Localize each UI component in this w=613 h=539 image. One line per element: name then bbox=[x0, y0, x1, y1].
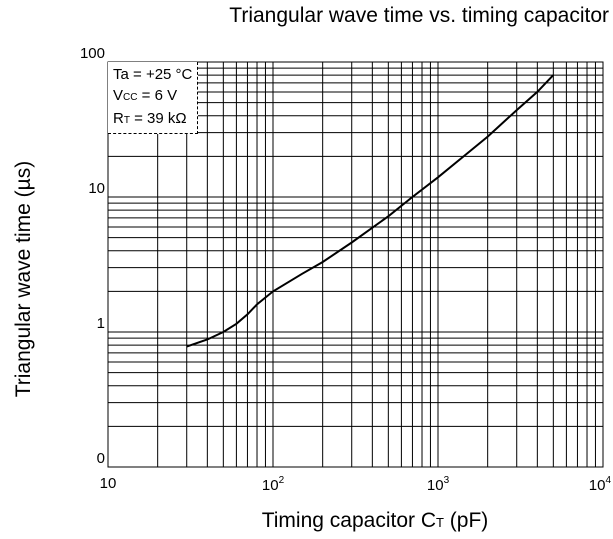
y-axis-label: Triangular wave time (µs) bbox=[12, 160, 35, 398]
x-axis-label: Timing capacitor CT (pF) bbox=[261, 509, 489, 532]
y-tick-label: 0 bbox=[96, 450, 105, 467]
condition-vcc: VCC = 6 V bbox=[113, 87, 178, 104]
data-line bbox=[186, 74, 555, 348]
y-tick-label: 100 bbox=[79, 45, 105, 62]
x-tick-label: 102 bbox=[261, 475, 285, 494]
condition-ta: Ta = +25 °C bbox=[113, 66, 193, 83]
conditions-legend: Ta = +25 °C VCC = 6 V RT = 39 kΩ bbox=[108, 62, 199, 134]
y-tick-label: 10 bbox=[88, 180, 105, 197]
x-tick-label: 103 bbox=[426, 475, 450, 494]
condition-rt: RT = 39 kΩ bbox=[113, 110, 187, 127]
y-tick-label: 1 bbox=[96, 315, 105, 332]
plot-frame bbox=[107, 61, 604, 468]
chart-title: Triangular wave time vs. timing capacito… bbox=[229, 4, 609, 27]
x-tick-label: 10 bbox=[99, 475, 117, 492]
x-tick-label: 104 bbox=[588, 475, 611, 494]
